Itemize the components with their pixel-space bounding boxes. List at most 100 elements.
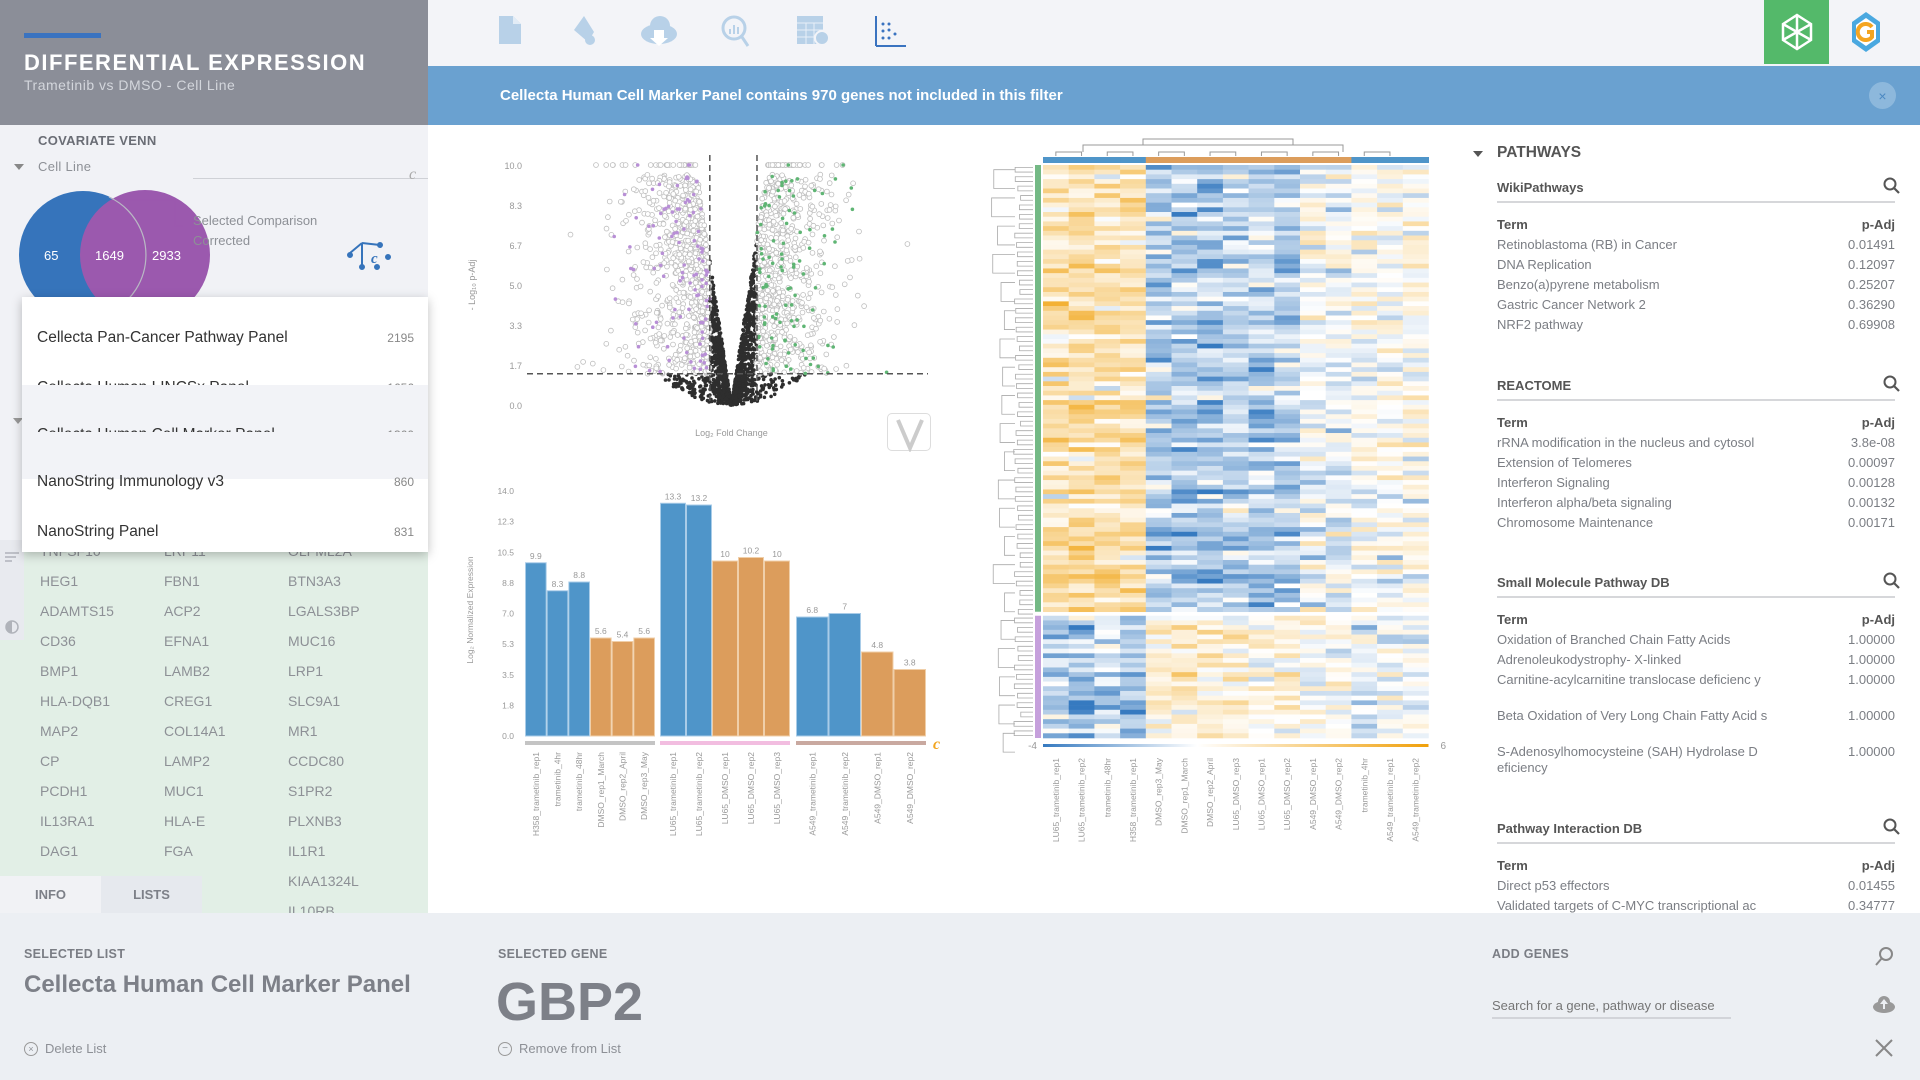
heatmap-cell xyxy=(1043,259,1069,265)
paint-bucket-icon[interactable] xyxy=(574,16,595,45)
gene-item[interactable]: LGALS3BP xyxy=(288,603,360,619)
heatmap-cell xyxy=(1377,456,1404,462)
bar[interactable] xyxy=(633,637,655,737)
gene-item[interactable]: LAMP2 xyxy=(164,753,210,769)
bar[interactable] xyxy=(861,651,894,737)
file-icon[interactable] xyxy=(499,16,521,44)
bar[interactable] xyxy=(525,562,547,737)
heatmap-cell xyxy=(1145,277,1172,283)
heatmap-cell xyxy=(1171,343,1198,349)
venn-right-count: 2933 xyxy=(152,248,181,263)
cloud-download-icon[interactable] xyxy=(641,16,677,46)
volcano-point xyxy=(741,328,746,333)
gene-item[interactable]: KIAA1324L xyxy=(288,873,359,889)
gene-item[interactable]: MR1 xyxy=(288,723,318,739)
heatmap-cell xyxy=(1402,643,1429,649)
gene-item[interactable]: HLA-E xyxy=(164,813,206,829)
gene-item[interactable]: PLXNB3 xyxy=(288,813,342,829)
gene-item[interactable]: MUC16 xyxy=(288,633,336,649)
cube-app-button[interactable] xyxy=(1764,0,1829,64)
heatmap-cell xyxy=(1402,418,1429,424)
gene-item[interactable]: HEG1 xyxy=(40,573,79,589)
c-logo-icon[interactable]: c xyxy=(409,166,417,183)
heatmap-cell xyxy=(1068,174,1095,180)
dropdown-item[interactable]: NanoString Immunology v3 860 xyxy=(22,457,428,507)
volcano-point xyxy=(659,211,663,216)
gene-item[interactable]: ACP2 xyxy=(164,603,201,619)
covariate-select[interactable]: Cell Line xyxy=(38,159,92,174)
bar[interactable] xyxy=(828,613,861,737)
caret-down-icon[interactable] xyxy=(13,418,23,424)
bar[interactable] xyxy=(712,560,738,737)
heatmap-cell xyxy=(1043,503,1069,509)
bar[interactable] xyxy=(796,616,829,737)
heatmap-cell xyxy=(1402,550,1429,556)
bar[interactable] xyxy=(660,502,686,737)
gene-item[interactable]: S1PR2 xyxy=(288,783,333,799)
network-icon[interactable]: c xyxy=(347,242,391,270)
bar[interactable] xyxy=(611,641,634,737)
tab-info[interactable]: INFO xyxy=(0,876,101,913)
heatmap-cell xyxy=(1068,672,1095,678)
gene-item[interactable]: MAP2 xyxy=(40,723,79,739)
volcano-plot[interactable]: 10.08.36.75.03.31.70.0- Log₁₀ p-AdjLog₂ … xyxy=(440,140,940,460)
gene-item[interactable]: PCDH1 xyxy=(40,783,88,799)
dropdown-item[interactable]: NanoString Panel 831 xyxy=(22,507,428,552)
close-icon[interactable]: × xyxy=(1869,82,1896,109)
gene-item[interactable]: ADAMTS15 xyxy=(40,603,114,619)
gene-item[interactable]: IL13RA1 xyxy=(40,813,95,829)
gene-item[interactable]: LRP1 xyxy=(288,663,324,679)
heatmap-cell xyxy=(1325,503,1352,509)
gene-item[interactable]: MUC1 xyxy=(164,783,204,799)
gene-item[interactable]: EFNA1 xyxy=(164,633,210,649)
volcano-point xyxy=(713,327,718,332)
heatmap-cell xyxy=(1043,643,1069,649)
venn-diagram[interactable]: 65 1649 2933 c xyxy=(0,180,428,300)
tab-lists[interactable]: LISTS xyxy=(101,876,202,913)
gene-item[interactable]: CCDC80 xyxy=(288,753,345,769)
gene-item[interactable]: SLC9A1 xyxy=(288,693,341,709)
gene-item[interactable]: LAMB2 xyxy=(164,663,210,679)
bar[interactable] xyxy=(568,581,590,737)
gene-item[interactable]: CD36 xyxy=(40,633,76,649)
bar-value-label: 5.4 xyxy=(617,630,629,640)
gene-item[interactable]: BTN3A3 xyxy=(288,573,341,589)
gene-item[interactable]: DAG1 xyxy=(40,843,79,859)
bar[interactable] xyxy=(738,557,764,737)
volcano-thumbnail-button[interactable] xyxy=(887,413,931,454)
volcano-point xyxy=(739,337,744,341)
bar[interactable] xyxy=(764,560,790,737)
dropdown-item[interactable]: Cellecta Pan-Cancer Pathway Panel 2195 xyxy=(22,313,428,363)
volcano-point xyxy=(757,297,764,304)
bar[interactable] xyxy=(893,669,926,737)
gene-item[interactable]: IL1R1 xyxy=(288,843,326,859)
heatmap-cell xyxy=(1351,517,1378,523)
bar[interactable] xyxy=(546,590,569,737)
gene-item[interactable]: BMP1 xyxy=(40,663,79,679)
heatmap-cell xyxy=(1248,541,1275,547)
c-logo-icon[interactable]: c xyxy=(933,736,940,753)
gene-item[interactable]: HLA-DQB1 xyxy=(40,693,111,709)
gene-item[interactable]: CP xyxy=(40,753,60,769)
gene-item[interactable]: FBN1 xyxy=(164,573,200,589)
heatmap-cells[interactable] xyxy=(1043,165,1429,739)
contrast-icon[interactable] xyxy=(5,620,19,634)
heatmap-cell xyxy=(1325,480,1352,486)
gene-item[interactable]: COL14A1 xyxy=(164,723,226,739)
caret-down-icon[interactable] xyxy=(14,164,24,170)
search-chart-icon[interactable] xyxy=(721,15,750,47)
app-logo-icon[interactable] xyxy=(1848,10,1884,54)
heatmap-cell xyxy=(1248,165,1275,171)
heatmap-cell xyxy=(1043,244,1069,250)
table-settings-icon[interactable] xyxy=(797,16,830,46)
bar[interactable] xyxy=(590,637,612,737)
sort-icon[interactable] xyxy=(5,552,19,562)
scatter-plot-icon[interactable] xyxy=(875,16,906,47)
gene-item[interactable]: CREG1 xyxy=(164,693,213,709)
gene-item[interactable]: FGA xyxy=(164,843,193,859)
bar[interactable] xyxy=(686,504,712,737)
heatmap-cell xyxy=(1197,353,1224,359)
